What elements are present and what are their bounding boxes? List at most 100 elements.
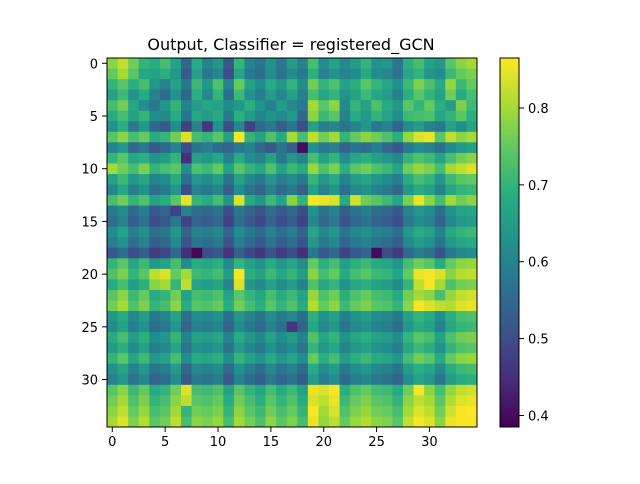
heatmap-cell bbox=[244, 342, 256, 354]
heatmap-cell bbox=[149, 100, 161, 112]
heatmap-cell bbox=[307, 311, 319, 322]
heatmap-cell bbox=[360, 416, 372, 428]
heatmap-cell bbox=[318, 247, 330, 259]
heatmap-cell bbox=[212, 353, 224, 365]
heatmap-cell bbox=[350, 216, 362, 228]
heatmap-cell bbox=[445, 311, 457, 322]
heatmap-cell bbox=[202, 79, 214, 91]
heatmap-cell bbox=[403, 237, 414, 249]
heatmap-cell bbox=[360, 121, 372, 133]
heatmap-cell bbox=[307, 79, 319, 91]
heatmap-cell bbox=[392, 311, 404, 322]
heatmap-cell bbox=[381, 321, 393, 333]
heatmap-cell bbox=[170, 353, 182, 365]
heatmap-cell bbox=[191, 226, 203, 238]
heatmap-cell bbox=[350, 268, 362, 280]
heatmap-cell bbox=[307, 300, 319, 312]
heatmap-cell bbox=[244, 68, 256, 80]
heatmap-cell bbox=[360, 353, 372, 365]
heatmap-cell bbox=[138, 205, 150, 217]
heatmap-cell bbox=[138, 110, 150, 122]
heatmap-cell bbox=[244, 268, 256, 280]
heatmap-cell bbox=[360, 268, 372, 280]
heatmap-cell bbox=[159, 58, 171, 69]
heatmap-cell bbox=[329, 279, 340, 291]
heatmap-cell bbox=[403, 184, 414, 196]
heatmap-cell bbox=[212, 289, 224, 301]
heatmap-cell bbox=[371, 268, 383, 280]
heatmap-cell bbox=[276, 311, 288, 322]
heatmap-cell bbox=[403, 216, 414, 228]
heatmap-cell bbox=[181, 416, 192, 428]
heatmap-cell bbox=[403, 311, 414, 322]
heatmap-cell bbox=[149, 79, 161, 91]
heatmap-cell bbox=[307, 416, 319, 428]
heatmap-cell bbox=[107, 184, 118, 196]
heatmap-cell bbox=[170, 216, 182, 228]
heatmap-cell bbox=[424, 68, 436, 80]
heatmap-cell bbox=[170, 110, 182, 122]
heatmap-cell bbox=[339, 332, 351, 344]
heatmap-cell bbox=[329, 395, 340, 407]
heatmap-cell bbox=[233, 395, 245, 407]
heatmap-cell bbox=[181, 131, 192, 143]
heatmap-cell bbox=[339, 110, 351, 122]
heatmap-cell bbox=[276, 353, 288, 365]
heatmap-cell bbox=[128, 216, 140, 228]
heatmap-cell bbox=[403, 300, 414, 312]
heatmap-cell bbox=[413, 258, 425, 270]
heatmap-cell bbox=[138, 279, 150, 291]
heatmap-cell bbox=[128, 121, 140, 133]
heatmap-cell bbox=[466, 247, 478, 259]
heatmap-cell bbox=[350, 342, 362, 354]
heatmap-cell bbox=[276, 152, 288, 164]
heatmap-cell bbox=[138, 58, 150, 69]
heatmap-cell bbox=[233, 374, 245, 386]
heatmap-cell bbox=[159, 121, 171, 133]
heatmap-cell bbox=[149, 163, 161, 175]
heatmap-cell bbox=[360, 216, 372, 228]
heatmap-cell bbox=[233, 121, 245, 133]
heatmap-cell bbox=[371, 247, 383, 259]
heatmap-cell bbox=[159, 89, 171, 101]
heatmap-cell bbox=[339, 237, 351, 249]
heatmap-cell bbox=[149, 226, 161, 238]
heatmap-cell bbox=[445, 279, 457, 291]
heatmap-cell bbox=[244, 300, 256, 312]
heatmap-cell bbox=[371, 332, 383, 344]
heatmap-cell bbox=[223, 384, 235, 396]
heatmap-cell bbox=[455, 300, 467, 312]
heatmap-cell bbox=[403, 205, 414, 217]
heatmap-cell bbox=[233, 279, 245, 291]
heatmap-cell bbox=[117, 79, 129, 91]
heatmap-cell bbox=[297, 405, 309, 417]
heatmap-cell bbox=[244, 247, 256, 259]
heatmap-cell bbox=[265, 342, 277, 354]
heatmap-cell bbox=[455, 237, 467, 249]
heatmap-cell bbox=[403, 173, 414, 185]
heatmap-cell bbox=[339, 184, 351, 196]
heatmap-cell bbox=[170, 395, 182, 407]
heatmap-cell bbox=[233, 300, 245, 312]
heatmap-cell bbox=[255, 258, 266, 270]
heatmap-cell bbox=[212, 152, 224, 164]
heatmap-cell bbox=[413, 342, 425, 354]
heatmap-cell bbox=[170, 405, 182, 417]
heatmap-cell bbox=[128, 332, 140, 344]
heatmap-cell bbox=[170, 68, 182, 80]
heatmap-cell bbox=[307, 384, 319, 396]
heatmap-cell bbox=[360, 226, 372, 238]
heatmap-cell bbox=[381, 89, 393, 101]
heatmap-cell bbox=[181, 395, 192, 407]
heatmap-cell bbox=[318, 173, 330, 185]
heatmap-cell bbox=[138, 131, 150, 143]
heatmap-cell bbox=[466, 173, 478, 185]
heatmap-cell bbox=[329, 342, 340, 354]
heatmap-cell bbox=[255, 216, 266, 228]
heatmap-cell bbox=[413, 68, 425, 80]
heatmap-cell bbox=[149, 110, 161, 122]
heatmap-cell bbox=[233, 195, 245, 206]
heatmap-cell bbox=[265, 237, 277, 249]
heatmap-cell bbox=[244, 353, 256, 365]
heatmap-cell bbox=[350, 384, 362, 396]
